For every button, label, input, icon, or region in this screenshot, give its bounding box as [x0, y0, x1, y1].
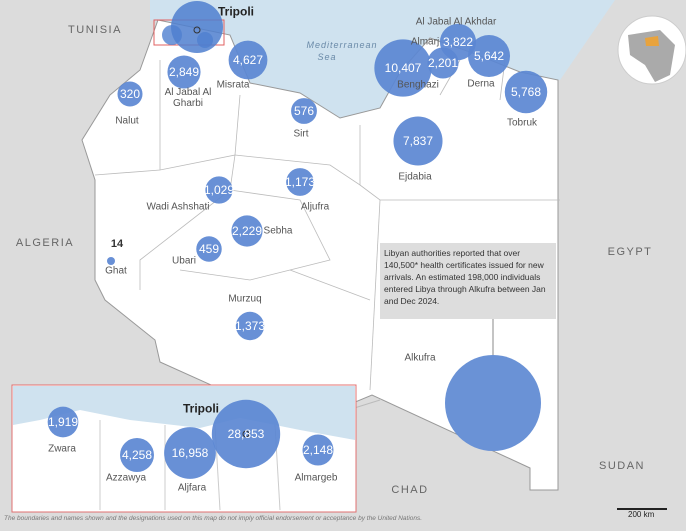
- city-marker: [242, 430, 250, 438]
- region-label: Aljufra: [300, 201, 330, 213]
- bubble: [196, 236, 222, 262]
- bubble-value: 3,822: [442, 35, 474, 49]
- region-label: Aljfara: [177, 482, 207, 494]
- region-label: Zwara: [48, 443, 76, 455]
- region-label: Benghazi: [397, 79, 439, 91]
- bubble: [504, 70, 548, 114]
- alkufra-bubble: [445, 355, 541, 451]
- bubble-value: 2,201: [427, 56, 459, 70]
- region-label: Nalut: [115, 115, 139, 127]
- tripoli-marker: [193, 26, 201, 34]
- bubble-value: 459: [198, 242, 220, 256]
- bubble: [167, 55, 201, 89]
- region-label: Almargeb: [294, 472, 338, 484]
- bubble-value: 10,407: [384, 61, 422, 75]
- bubble-value: 2,229: [231, 224, 263, 238]
- note: Libyan authorities reported that over 14…: [380, 243, 556, 319]
- region-label: Ghat: [105, 265, 127, 277]
- bubble-value: 5,642: [473, 49, 505, 63]
- bubble-value: 16,958: [171, 446, 209, 460]
- country-label: CHAD: [391, 484, 429, 496]
- bubble: [286, 168, 314, 196]
- disclaimer: The boundaries and names shown and the d…: [4, 515, 423, 522]
- sea-label: Mediterranean: [306, 40, 378, 50]
- bubble-value: 14: [110, 238, 124, 250]
- globe: [617, 15, 686, 85]
- bubble: [467, 34, 511, 78]
- region-label: Alkufra: [404, 352, 436, 364]
- bubble-small: [197, 32, 213, 48]
- bubble: [47, 406, 79, 438]
- bubble-small: [162, 25, 182, 45]
- bubble: [211, 399, 281, 469]
- bubble: [439, 23, 477, 61]
- inset-sea: [13, 386, 355, 440]
- bubble-value: 7,837: [402, 134, 434, 148]
- region-label: Derna: [467, 78, 495, 90]
- sea-label: Sea: [317, 52, 337, 62]
- region-label: Ejdabia: [398, 171, 432, 183]
- bubble: [235, 311, 265, 341]
- bubble-value: 320: [119, 87, 141, 101]
- region-label: Ubari: [172, 255, 196, 267]
- bubble: [231, 215, 263, 247]
- bubble-value: 2,148: [302, 443, 334, 457]
- region-label: Sebha: [263, 225, 293, 237]
- region-label: Tobruk: [506, 117, 538, 129]
- bubble: [393, 116, 443, 166]
- bubble: [205, 176, 233, 204]
- country-label: ALGERIA: [15, 237, 75, 249]
- bubble-value: 1,029: [203, 183, 235, 197]
- bubble: [107, 257, 115, 265]
- bubble: [228, 40, 268, 80]
- bubble: [120, 438, 154, 472]
- bubble: [117, 81, 143, 107]
- country-label: SUDAN: [598, 460, 646, 472]
- bubble-value: 28,853: [227, 427, 265, 441]
- region-label: Almarj: [410, 36, 440, 48]
- region-label: Tripoli: [183, 401, 219, 416]
- bubble-value: 576: [293, 104, 315, 118]
- bubble-value: 1,919: [47, 415, 79, 429]
- bubble: [374, 39, 432, 97]
- bubble: [291, 98, 317, 124]
- bubble: [302, 434, 334, 466]
- bubble-value: 5,768: [510, 85, 542, 99]
- region-label: Al Jabal Al Gharbi: [164, 87, 212, 109]
- region-label: Wadi Ashshati: [146, 201, 210, 213]
- bubble-value: 4,258: [121, 448, 153, 462]
- region-label: Azzawya: [105, 472, 147, 484]
- region-label: Al Jabal Al Akhdar: [415, 16, 497, 28]
- region-label: Misrata: [216, 79, 250, 91]
- region-label: Murzuq: [228, 293, 262, 305]
- scale-label: 200 km: [628, 510, 655, 519]
- bubble-value: 1,173: [284, 175, 316, 189]
- region-label: Sirt: [293, 128, 309, 140]
- country-label: TUNISIA: [68, 24, 122, 36]
- bubble-value: 2,849: [168, 65, 200, 79]
- bubble-value: 1,373: [234, 319, 266, 333]
- bubble: [164, 427, 216, 479]
- bubble-value: 4,627: [232, 53, 264, 67]
- country-label: EGYPT: [607, 246, 653, 258]
- city-label: Tripoli: [218, 4, 254, 19]
